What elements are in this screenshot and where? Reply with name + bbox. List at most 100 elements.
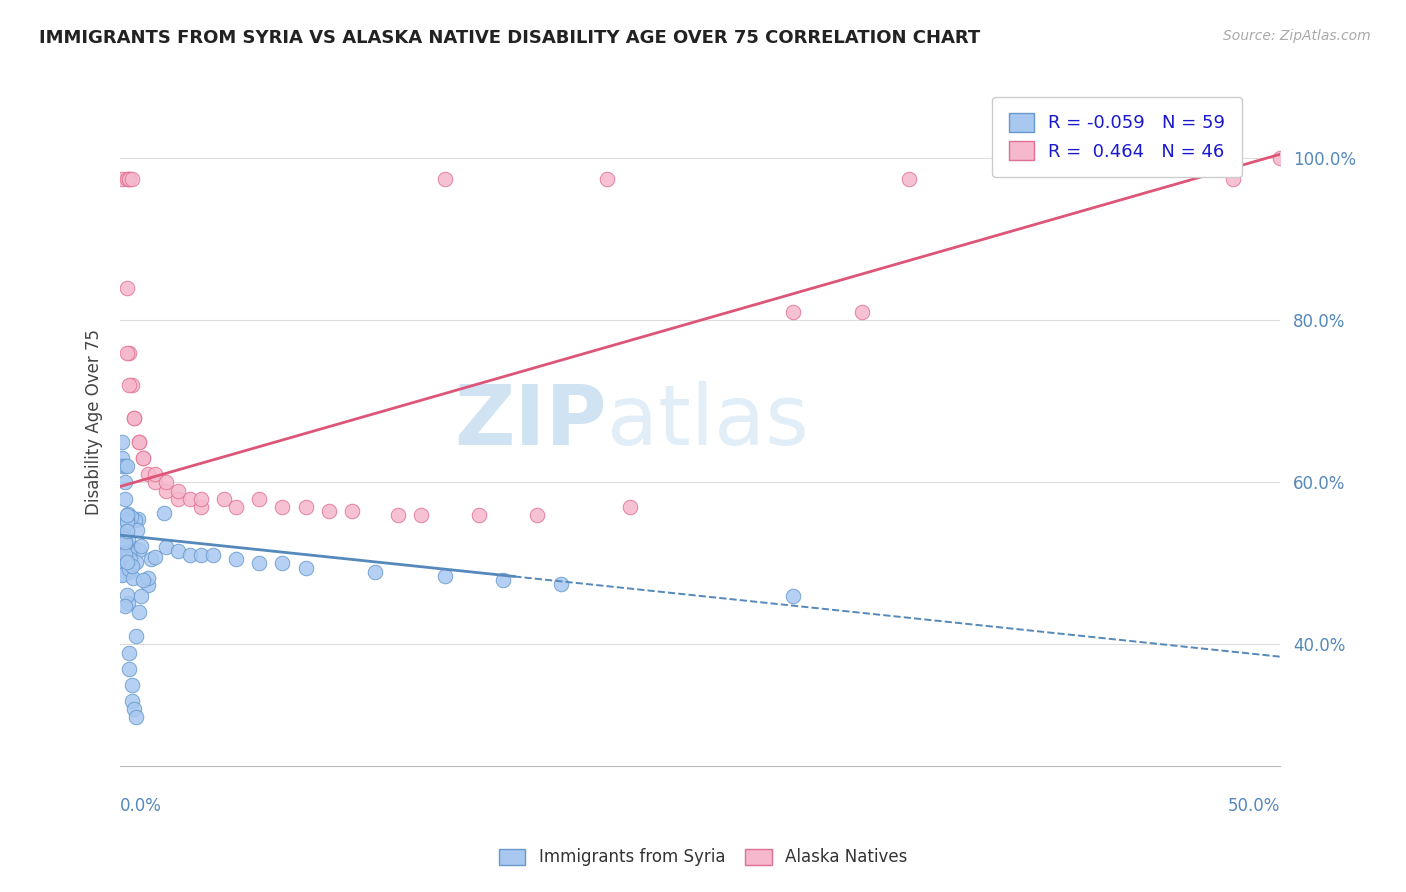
Point xyxy=(121,171,143,186)
Point xyxy=(128,605,150,619)
Point xyxy=(782,589,804,603)
Point xyxy=(118,552,141,566)
Point xyxy=(121,378,143,392)
Point xyxy=(118,662,141,676)
Point xyxy=(111,451,134,466)
Point xyxy=(110,559,132,574)
Point xyxy=(118,171,141,186)
Point xyxy=(143,549,166,564)
Point xyxy=(125,523,148,537)
Point xyxy=(190,500,212,514)
Text: IMMIGRANTS FROM SYRIA VS ALASKA NATIVE DISABILITY AGE OVER 75 CORRELATION CHART: IMMIGRANTS FROM SYRIA VS ALASKA NATIVE D… xyxy=(39,29,980,46)
Point xyxy=(118,378,141,392)
Point xyxy=(129,589,152,603)
Point xyxy=(128,434,150,449)
Point xyxy=(179,491,201,506)
Point xyxy=(167,491,190,506)
Point xyxy=(117,588,139,602)
Point xyxy=(387,508,409,522)
Point xyxy=(364,565,387,579)
Point xyxy=(118,545,141,559)
Point xyxy=(179,549,201,563)
Point xyxy=(124,512,146,526)
Point xyxy=(550,576,572,591)
Point xyxy=(114,491,136,506)
Point xyxy=(526,508,548,522)
Point xyxy=(897,171,920,186)
Point xyxy=(433,568,456,582)
Point xyxy=(122,410,145,425)
Point xyxy=(118,346,141,360)
Point xyxy=(155,475,177,490)
Point xyxy=(1222,171,1244,186)
Y-axis label: Disability Age Over 75: Disability Age Over 75 xyxy=(86,329,103,515)
Point xyxy=(111,567,134,582)
Text: 50.0%: 50.0% xyxy=(1227,797,1279,814)
Point xyxy=(114,459,136,474)
Point xyxy=(115,459,138,474)
Point xyxy=(121,559,143,574)
Point xyxy=(115,555,138,569)
Point xyxy=(127,512,149,526)
Legend: Immigrants from Syria, Alaska Natives: Immigrants from Syria, Alaska Natives xyxy=(492,842,914,873)
Point xyxy=(115,524,138,538)
Point xyxy=(111,434,134,449)
Point xyxy=(128,434,150,449)
Point xyxy=(433,171,456,186)
Point xyxy=(115,281,138,295)
Point xyxy=(294,500,316,514)
Point xyxy=(122,702,145,716)
Point xyxy=(492,573,515,587)
Point xyxy=(114,551,136,566)
Text: atlas: atlas xyxy=(607,381,808,462)
Point xyxy=(143,475,166,490)
Point xyxy=(132,573,155,587)
Point xyxy=(782,305,804,319)
Point xyxy=(851,305,873,319)
Point xyxy=(115,516,138,530)
Point xyxy=(121,678,143,692)
Point xyxy=(121,694,143,708)
Point xyxy=(115,508,138,522)
Point xyxy=(110,541,132,556)
Point xyxy=(114,547,136,561)
Point xyxy=(155,541,177,555)
Point xyxy=(111,531,134,545)
Point xyxy=(111,567,134,582)
Point xyxy=(132,451,155,466)
Point xyxy=(468,508,491,522)
Text: 0.0%: 0.0% xyxy=(120,797,162,814)
Point xyxy=(112,532,135,546)
Legend: R = -0.059   N = 59, R =  0.464   N = 46: R = -0.059 N = 59, R = 0.464 N = 46 xyxy=(993,97,1241,177)
Point xyxy=(190,491,212,506)
Point xyxy=(136,571,159,585)
Point xyxy=(132,451,155,466)
Point xyxy=(167,483,190,498)
Point xyxy=(125,555,148,569)
Point xyxy=(117,513,139,527)
Point xyxy=(111,459,134,474)
Point xyxy=(1268,152,1291,166)
Point xyxy=(114,475,136,490)
Point xyxy=(114,535,136,549)
Point xyxy=(114,537,136,551)
Point xyxy=(115,346,138,360)
Point xyxy=(271,557,294,571)
Point xyxy=(128,542,150,557)
Point xyxy=(117,596,139,610)
Point xyxy=(112,532,135,546)
Point xyxy=(125,710,148,724)
Point xyxy=(117,532,139,546)
Point xyxy=(139,552,162,566)
Point xyxy=(122,410,145,425)
Point xyxy=(136,578,159,592)
Point xyxy=(114,599,136,613)
Point xyxy=(190,549,212,563)
Point xyxy=(111,519,134,533)
Point xyxy=(136,467,159,482)
Point xyxy=(110,558,132,572)
Point xyxy=(247,491,270,506)
Point xyxy=(121,571,143,585)
Point xyxy=(112,540,135,554)
Point xyxy=(201,549,224,563)
